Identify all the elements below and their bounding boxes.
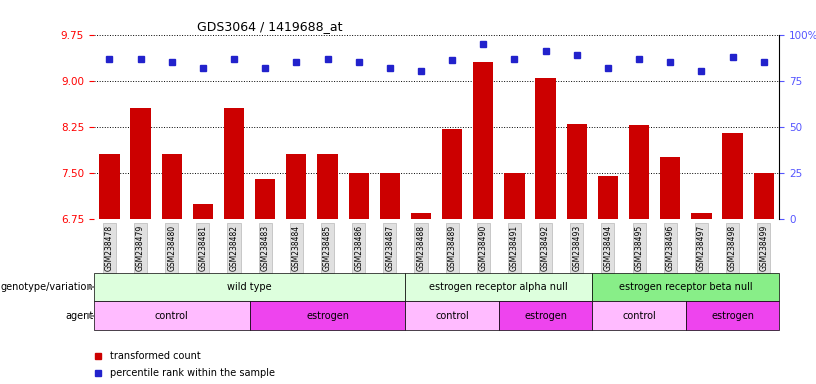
Bar xyxy=(685,301,779,330)
Text: percentile rank within the sample: percentile rank within the sample xyxy=(110,368,275,378)
Bar xyxy=(317,154,338,219)
Text: genotype/variation: genotype/variation xyxy=(1,282,93,292)
Text: GDS3064 / 1419688_at: GDS3064 / 1419688_at xyxy=(197,20,342,33)
Text: transformed count: transformed count xyxy=(110,351,201,361)
Bar xyxy=(379,173,400,219)
Bar xyxy=(660,157,681,219)
Text: wild type: wild type xyxy=(228,282,272,292)
Text: estrogen: estrogen xyxy=(306,311,349,321)
Text: control: control xyxy=(155,311,188,321)
Bar xyxy=(629,125,650,219)
Bar xyxy=(193,204,213,219)
Text: estrogen receptor alpha null: estrogen receptor alpha null xyxy=(429,282,568,292)
Bar xyxy=(442,129,462,219)
Text: estrogen: estrogen xyxy=(524,311,567,321)
Bar xyxy=(691,213,712,219)
Bar xyxy=(598,176,618,219)
Bar xyxy=(131,108,151,219)
Bar xyxy=(250,301,406,330)
Bar xyxy=(504,173,525,219)
Text: control: control xyxy=(623,311,656,321)
Bar xyxy=(535,78,556,219)
Bar xyxy=(406,301,499,330)
Bar xyxy=(94,301,250,330)
Bar xyxy=(348,173,369,219)
Text: control: control xyxy=(435,311,469,321)
Bar xyxy=(722,133,743,219)
Text: agent: agent xyxy=(65,311,93,321)
Bar xyxy=(411,213,431,219)
Bar xyxy=(566,124,587,219)
Bar xyxy=(473,62,494,219)
Text: estrogen receptor beta null: estrogen receptor beta null xyxy=(619,282,752,292)
Bar xyxy=(286,154,307,219)
Bar xyxy=(100,154,119,219)
Bar xyxy=(162,154,182,219)
Bar xyxy=(592,273,779,301)
Text: estrogen: estrogen xyxy=(711,311,754,321)
Bar xyxy=(499,301,592,330)
Bar xyxy=(754,173,774,219)
Bar xyxy=(592,301,685,330)
Bar xyxy=(224,108,244,219)
Bar xyxy=(406,273,592,301)
Bar xyxy=(94,273,406,301)
Bar xyxy=(255,179,275,219)
